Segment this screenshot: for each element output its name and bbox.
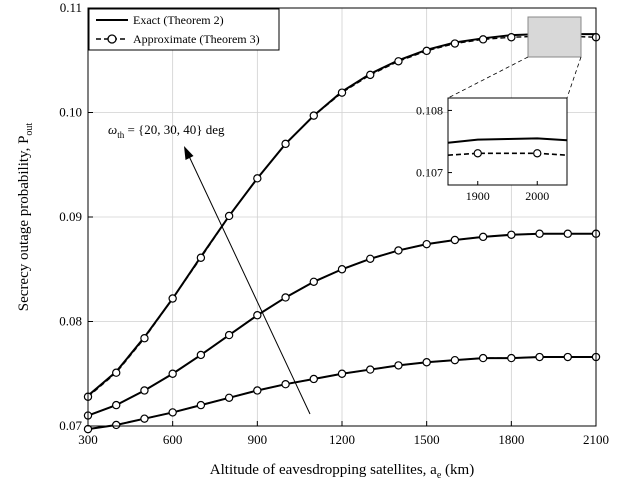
y-tick-label: 0.10 — [59, 105, 82, 120]
omega-sub: th — [117, 130, 125, 140]
approx-marker — [253, 386, 262, 395]
approx-marker — [224, 211, 234, 221]
axis-ticks: 300 600 900 1200 1500 1800 2100 0.07 0.08 0.09 0.1… — [59, 0, 609, 447]
approx-marker — [535, 229, 544, 238]
approx-marker — [394, 57, 403, 66]
zoom-connector-right — [566, 56, 582, 99]
approx-marker — [366, 365, 375, 374]
inset-x-tick-label: 1900 — [466, 189, 490, 203]
inset-approx-marker — [473, 149, 482, 158]
approx-marker — [168, 369, 177, 378]
approx-marker — [309, 277, 318, 286]
approx-marker — [478, 232, 488, 242]
approx-marker — [478, 35, 488, 44]
x-tick-label: 1500 — [414, 432, 440, 447]
approx-marker — [224, 330, 234, 340]
x-tick-label: 300 — [78, 432, 98, 447]
omega-values: = {20, 30, 40} deg — [124, 122, 225, 137]
legend-exact-label: Exact (Theorem 2) — [133, 13, 224, 27]
zoom-connector-left — [447, 56, 529, 99]
approx-marker — [507, 353, 516, 363]
inset-approx-curve — [447, 152, 568, 156]
approx-marker — [337, 369, 347, 378]
legend: Exact (Theorem 2) Approximate (Theorem 3… — [88, 8, 280, 51]
approx-marker — [112, 368, 121, 377]
x-axis-title-unit: (km) — [441, 462, 474, 478]
annotation-arrowhead — [184, 146, 194, 160]
approx-marker — [168, 408, 177, 417]
x-tick-label: 1200 — [329, 432, 355, 447]
inset-y-tick-label: 0.107 — [416, 166, 443, 180]
approx-marker — [309, 111, 318, 120]
y-axis-title-main: Secrecy outage probability, P — [16, 136, 32, 312]
approx-marker — [196, 400, 206, 410]
x-axis-title-sub: e — [437, 470, 442, 481]
omega-annotation: ωth = {20, 30, 40} deg — [108, 122, 225, 140]
approx-marker — [563, 229, 572, 238]
approx-marker — [140, 334, 149, 343]
approx-marker — [394, 246, 403, 255]
approx-marker — [253, 311, 262, 320]
x-tick-label: 1800 — [498, 432, 524, 447]
approx-marker — [507, 33, 516, 42]
approx-marker — [253, 174, 262, 183]
x-tick-label: 600 — [163, 432, 183, 447]
inset-chart: 1900 2000 0.107 0.108 — [416, 97, 568, 203]
approx-marker — [309, 374, 318, 384]
approx-marker — [196, 253, 206, 262]
approx-marker — [281, 293, 290, 302]
approx-marker — [366, 254, 375, 263]
x-axis-title: Altitude of eavesdropping satellites, ae… — [210, 462, 474, 481]
approx-marker — [281, 139, 290, 149]
inset-x-tick-label: 2000 — [525, 189, 549, 203]
x-axis-title-main: Altitude of eavesdropping satellites, a — [210, 462, 437, 478]
approx-marker — [196, 350, 206, 360]
annotation-arrow — [187, 153, 311, 415]
approx-marker — [140, 386, 149, 395]
approx-marker — [140, 414, 149, 423]
approx-marker — [478, 353, 488, 363]
y-tick-label: 0.08 — [59, 314, 82, 329]
approx-marker — [422, 358, 431, 367]
approx-marker — [168, 294, 177, 303]
legend-box — [88, 8, 280, 51]
y-tick-label: 0.07 — [59, 418, 82, 433]
inset-y-tick-label: 0.108 — [416, 103, 443, 117]
approx-marker — [366, 70, 375, 80]
approx-marker — [112, 420, 121, 430]
legend-approx-label: Approximate (Theorem 3) — [133, 32, 260, 46]
approx-marker — [281, 380, 290, 389]
approx-marker — [450, 39, 460, 48]
approx-marker — [422, 239, 431, 249]
x-tick-label: 2100 — [583, 432, 609, 447]
approx-marker — [507, 230, 516, 239]
grid — [88, 8, 596, 426]
curves — [83, 32, 601, 434]
approx-marker — [337, 88, 347, 97]
approx-marker — [112, 400, 121, 410]
approx-marker — [337, 265, 347, 274]
y-tick-label: 0.11 — [60, 0, 82, 15]
omega-symbol: ω — [108, 122, 117, 137]
inset-exact-curve — [447, 137, 568, 144]
x-tick-label: 900 — [248, 432, 268, 447]
y-axis-title-sub: out — [24, 123, 35, 136]
y-tick-label: 0.09 — [59, 209, 82, 224]
approx-marker — [563, 352, 572, 362]
approx-marker — [422, 46, 431, 56]
zoom-region — [527, 16, 582, 58]
approx-marker — [224, 393, 234, 402]
approx-marker — [394, 361, 403, 370]
y-axis-title: Secrecy outage probability, Pout — [16, 123, 35, 312]
approx-marker — [450, 235, 460, 245]
inset-approx-marker — [533, 149, 542, 158]
approx-marker — [450, 355, 460, 365]
approx-marker — [535, 352, 544, 362]
legend-approx-marker — [107, 34, 117, 44]
